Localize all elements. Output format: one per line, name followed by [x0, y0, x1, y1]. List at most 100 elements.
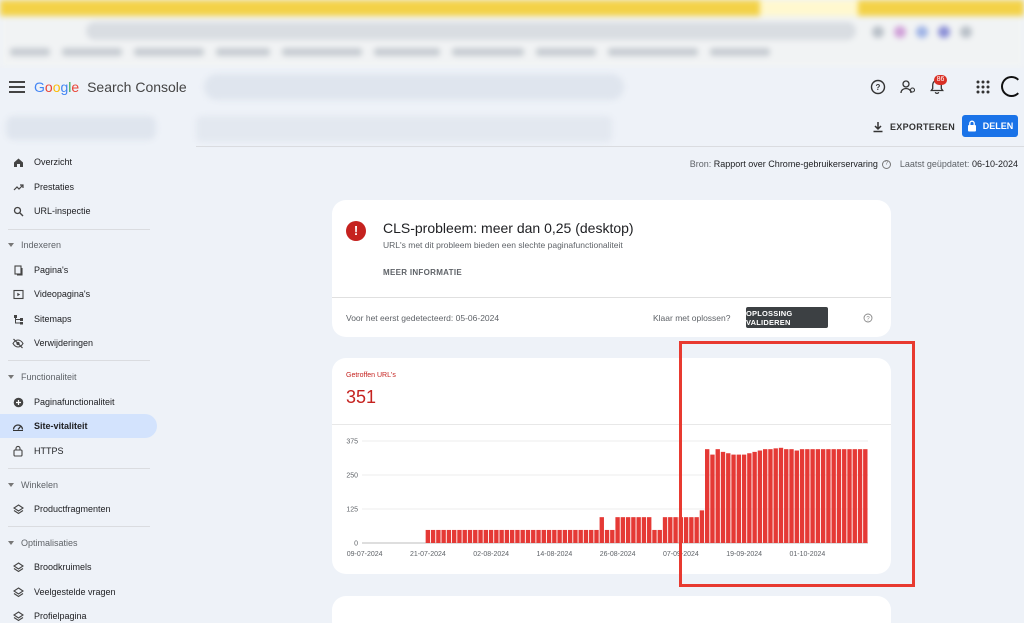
sidebar-section-winkelen[interactable]: Winkelen [0, 476, 150, 494]
chart-bar[interactable] [752, 451, 757, 543]
chart-bar[interactable] [467, 529, 473, 543]
chart-bar[interactable] [541, 529, 546, 543]
help-icon[interactable]: ? [881, 159, 891, 169]
sidebar-item-broodkruimels[interactable]: Broodkruimels [0, 555, 157, 579]
chart-bar[interactable] [747, 453, 752, 543]
chart-bar[interactable] [473, 529, 478, 543]
chart-bar[interactable] [546, 529, 552, 543]
chart-bar[interactable] [683, 517, 689, 543]
menu-icon[interactable] [9, 79, 25, 95]
chart-bar[interactable] [583, 529, 589, 543]
sidebar-item-prestaties[interactable]: Prestaties [0, 175, 157, 199]
chart-bar[interactable] [631, 517, 636, 543]
chart-bar[interactable] [741, 454, 747, 543]
sidebar-item-paginas[interactable]: Pagina's [0, 258, 157, 282]
chart-bar[interactable] [536, 529, 541, 543]
share-button[interactable]: DELEN [962, 115, 1018, 137]
chart-bar[interactable] [567, 529, 573, 543]
sidebar-section-functionaliteit[interactable]: Functionaliteit [0, 368, 150, 386]
chart-bar[interactable] [715, 449, 720, 543]
bookmarks-bar[interactable] [10, 48, 850, 58]
chart-bar[interactable] [610, 529, 615, 543]
chart-bar[interactable] [668, 517, 673, 543]
chart-bar[interactable] [446, 529, 452, 543]
chart-bar[interactable] [552, 529, 557, 543]
chart-bar[interactable] [457, 529, 462, 543]
chart-bar[interactable] [589, 529, 594, 543]
account-avatar[interactable] [1001, 76, 1022, 97]
chart-bar[interactable] [494, 529, 499, 543]
sidebar-item-verwijderingen[interactable]: Verwijderingen [0, 331, 157, 355]
chart-bar[interactable] [562, 529, 568, 543]
chart-bar[interactable] [652, 529, 657, 543]
extension-icon[interactable] [894, 26, 906, 38]
chart-bar[interactable] [726, 453, 731, 543]
chart-bar[interactable] [531, 529, 536, 543]
chart-bar[interactable] [673, 517, 678, 543]
chart-bar[interactable] [636, 517, 641, 543]
help-icon[interactable]: ? [863, 313, 873, 323]
sidebar-item-sitemaps[interactable]: Sitemaps [0, 307, 157, 331]
search-console-logo[interactable]: Google Search Console [34, 79, 187, 95]
chart-bar[interactable] [452, 529, 457, 543]
chart-bar[interactable] [789, 449, 794, 543]
chart-bar[interactable] [499, 529, 504, 543]
chart-bar[interactable] [863, 449, 868, 543]
chart-bar[interactable] [462, 529, 467, 543]
chart-bar[interactable] [441, 529, 446, 543]
affected-urls-bar-chart[interactable]: 375 250 125 0 09-07-2024 21-07-2024 02-08-2024… [332, 428, 891, 568]
chart-bar[interactable] [430, 529, 436, 543]
chart-bar[interactable] [794, 450, 799, 543]
chart-bar[interactable] [578, 529, 583, 543]
chart-bar[interactable] [689, 517, 694, 543]
chart-bar[interactable] [815, 449, 821, 543]
chart-bar[interactable] [436, 529, 441, 543]
sidebar-item-overzicht[interactable]: Overzicht [0, 150, 157, 174]
chart-bar[interactable] [483, 529, 488, 543]
chart-bar[interactable] [620, 517, 626, 543]
extension-icon[interactable] [916, 26, 928, 38]
export-button[interactable]: EXPORTEREN [872, 116, 955, 138]
chart-bar[interactable] [826, 449, 831, 543]
chart-bar[interactable] [842, 449, 847, 543]
sidebar-item-https[interactable]: HTTPS [0, 439, 157, 463]
chart-bar[interactable] [810, 449, 815, 543]
chart-bar[interactable] [694, 517, 699, 543]
property-selector[interactable] [6, 116, 156, 140]
chart-bar[interactable] [778, 447, 784, 543]
manage-users-icon[interactable] [899, 78, 917, 96]
chart-bar[interactable] [557, 529, 562, 543]
chart-bar[interactable] [641, 517, 647, 543]
chart-bar[interactable] [784, 449, 789, 543]
chart-bar[interactable] [657, 529, 662, 543]
chart-bar[interactable] [731, 454, 736, 543]
chart-bar[interactable] [857, 449, 863, 543]
chart-bar[interactable] [831, 449, 836, 543]
chart-bar[interactable] [425, 529, 431, 543]
chart-bar[interactable] [710, 454, 715, 543]
sidebar-item-url-inspectie[interactable]: URL-inspectie [0, 199, 157, 223]
chart-bar[interactable] [573, 529, 578, 543]
chart-bar[interactable] [647, 517, 652, 543]
sidebar-item-veelgestelde-vragen[interactable]: Veelgestelde vragen [0, 580, 157, 604]
help-icon[interactable]: ? [869, 78, 887, 96]
chart-bar[interactable] [799, 449, 805, 543]
extension-icon[interactable] [872, 26, 884, 38]
chart-bar[interactable] [509, 529, 515, 543]
browser-address-bar[interactable] [86, 22, 856, 40]
sidebar-section-optimalisaties[interactable]: Optimalisaties [0, 534, 150, 552]
chart-bar[interactable] [504, 529, 510, 543]
chart-bar[interactable] [699, 510, 705, 543]
chart-bar[interactable] [836, 449, 842, 543]
chart-bar[interactable] [820, 449, 826, 543]
chart-bar[interactable] [847, 449, 852, 543]
search-input[interactable] [204, 74, 624, 100]
chart-bar[interactable] [762, 449, 768, 543]
chart-bar[interactable] [773, 448, 778, 543]
chart-bar[interactable] [478, 529, 483, 543]
chart-bar[interactable] [520, 529, 525, 543]
chart-bar[interactable] [615, 517, 620, 543]
chart-bar[interactable] [757, 450, 763, 543]
chart-bar[interactable] [662, 517, 668, 543]
chart-bar[interactable] [488, 529, 494, 543]
